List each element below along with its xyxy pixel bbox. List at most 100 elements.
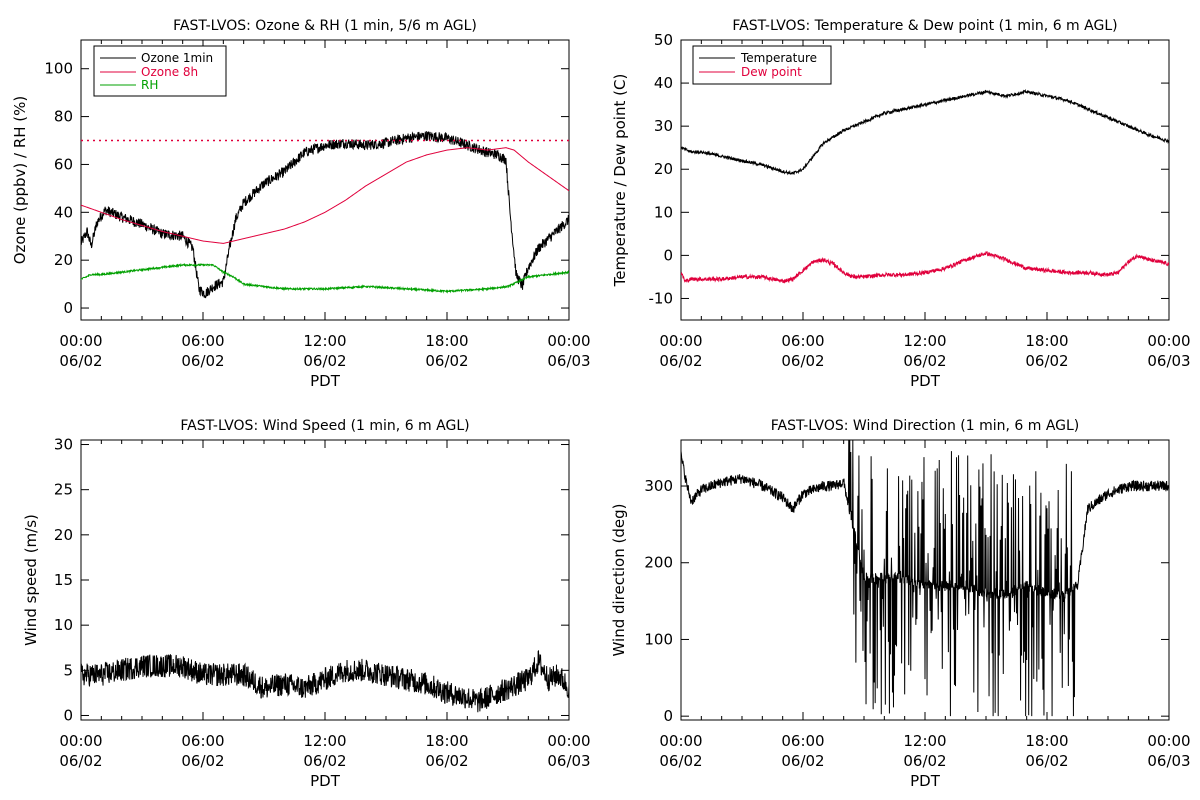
x-tick-time: 12:00	[303, 332, 346, 350]
legend: Ozone 1min Ozone 8h RH	[94, 46, 226, 96]
x-tick-date: 06/02	[303, 352, 346, 370]
y-tick-label: 10	[654, 203, 673, 221]
wind-speed-panel: FAST-LVOS: Wind Speed (1 min, 6 m AGL) 0…	[22, 418, 591, 790]
y-tick-label: 100	[44, 60, 73, 78]
x-tick-time: 12:00	[903, 732, 946, 750]
x-tick-date: 06/02	[1025, 752, 1068, 770]
y-tick-label: 25	[54, 481, 73, 499]
y-axis: 0 20 40 60 80 100	[44, 60, 569, 317]
x-tick-time: 06:00	[781, 732, 824, 750]
x-tick-time: 18:00	[1025, 332, 1068, 350]
series-line-ozone-1min	[81, 131, 569, 298]
x-tick-date: 06/02	[659, 752, 702, 770]
x-tick-time: 00:00	[1147, 732, 1190, 750]
y-axis-label: Wind direction (deg)	[610, 504, 628, 657]
y-tick-label: 200	[644, 554, 673, 572]
x-tick-time: 06:00	[781, 332, 824, 350]
y-tick-label: 40	[54, 203, 73, 221]
legend-label-ozone-8h: Ozone 8h	[141, 65, 198, 79]
series-line-rh	[81, 264, 569, 292]
x-tick-time: 00:00	[59, 732, 102, 750]
x-tick-date: 06/02	[59, 752, 102, 770]
y-tick-label: 20	[54, 251, 73, 269]
series-line-dew-point	[681, 252, 1169, 283]
wind-direction-panel: FAST-LVOS: Wind Direction (1 min, 6 m AG…	[610, 418, 1191, 790]
legend-label-rh: RH	[141, 78, 158, 92]
y-tick-label: 300	[644, 477, 673, 495]
x-tick-time: 00:00	[1147, 332, 1190, 350]
y-tick-label: 40	[654, 74, 673, 92]
legend-label-dew-point: Dew point	[741, 65, 802, 79]
x-axis-label: PDT	[910, 372, 941, 390]
x-axis-label: PDT	[310, 372, 341, 390]
x-tick-time: 00:00	[547, 732, 590, 750]
x-tick-time: 00:00	[659, 332, 702, 350]
y-tick-label: -10	[649, 289, 674, 307]
x-tick-time: 00:00	[547, 332, 590, 350]
x-tick-date: 06/02	[903, 352, 946, 370]
y-tick-label: 50	[654, 31, 673, 49]
x-tick-time: 00:00	[59, 332, 102, 350]
legend: Temperature Dew point	[693, 46, 831, 84]
chart-title: FAST-LVOS: Temperature & Dew point (1 mi…	[732, 18, 1117, 34]
legend-label-temperature: Temperature	[740, 51, 817, 65]
y-tick-label: 20	[54, 526, 73, 544]
x-tick-date: 06/02	[181, 752, 224, 770]
chart-title: FAST-LVOS: Ozone & RH (1 min, 5/6 m AGL)	[173, 18, 477, 34]
legend-label-ozone-1min: Ozone 1min	[141, 51, 213, 65]
x-tick-date: 06/02	[59, 352, 102, 370]
temperature-dewpoint-panel: FAST-LVOS: Temperature & Dew point (1 mi…	[611, 18, 1191, 390]
series-group	[681, 91, 1169, 283]
y-tick-label: 60	[54, 155, 73, 173]
y-axis-label: Wind speed (m/s)	[22, 514, 40, 646]
ozone-rh-panel: FAST-LVOS: Ozone & RH (1 min, 5/6 m AGL)…	[11, 18, 591, 390]
x-tick-date: 06/02	[659, 352, 702, 370]
series-group	[681, 440, 1169, 716]
y-tick-label: 10	[54, 616, 73, 634]
x-tick-date: 06/02	[781, 352, 824, 370]
y-tick-label: 0	[63, 706, 73, 724]
x-tick-date: 06/03	[1147, 352, 1190, 370]
x-axis-label: PDT	[910, 772, 941, 790]
x-tick-date: 06/02	[425, 752, 468, 770]
y-tick-label: 30	[54, 436, 73, 454]
x-tick-date: 06/03	[547, 352, 590, 370]
y-tick-label: 20	[654, 160, 673, 178]
x-tick-time: 18:00	[1025, 732, 1068, 750]
y-tick-label: 0	[663, 246, 673, 264]
x-tick-time: 00:00	[659, 732, 702, 750]
x-axis-label: PDT	[310, 772, 341, 790]
y-tick-label: 80	[54, 108, 73, 126]
series-line-wdir	[681, 440, 1169, 716]
y-tick-label: 30	[654, 117, 673, 135]
y-tick-label: 15	[54, 571, 73, 589]
x-tick-time: 12:00	[303, 732, 346, 750]
series-line-wspd	[81, 651, 569, 712]
series-line-ozone-8h	[81, 148, 569, 244]
x-tick-date: 06/02	[781, 752, 824, 770]
x-tick-date: 06/02	[425, 352, 468, 370]
series-group	[81, 131, 569, 298]
chart-title: FAST-LVOS: Wind Speed (1 min, 6 m AGL)	[180, 418, 469, 434]
x-tick-date: 06/02	[903, 752, 946, 770]
y-tick-label: 0	[663, 707, 673, 725]
y-tick-label: 5	[63, 661, 73, 679]
x-tick-time: 18:00	[425, 732, 468, 750]
x-tick-date: 06/03	[547, 752, 590, 770]
y-tick-label: 0	[63, 299, 73, 317]
series-line-temperature	[681, 91, 1169, 175]
x-tick-date: 06/03	[1147, 752, 1190, 770]
x-tick-date: 06/02	[1025, 352, 1068, 370]
x-tick-date: 06/02	[181, 352, 224, 370]
x-tick-time: 06:00	[181, 332, 224, 350]
chart-title: FAST-LVOS: Wind Direction (1 min, 6 m AG…	[771, 418, 1080, 434]
x-tick-time: 18:00	[425, 332, 468, 350]
y-tick-label: 100	[644, 630, 673, 648]
x-tick-time: 12:00	[903, 332, 946, 350]
x-tick-time: 06:00	[181, 732, 224, 750]
y-axis-label: Ozone (ppbv) / RH (%)	[11, 96, 29, 265]
x-tick-date: 06/02	[303, 752, 346, 770]
y-axis-label: Temperature / Dew point (C)	[611, 74, 629, 288]
series-group	[81, 651, 569, 712]
